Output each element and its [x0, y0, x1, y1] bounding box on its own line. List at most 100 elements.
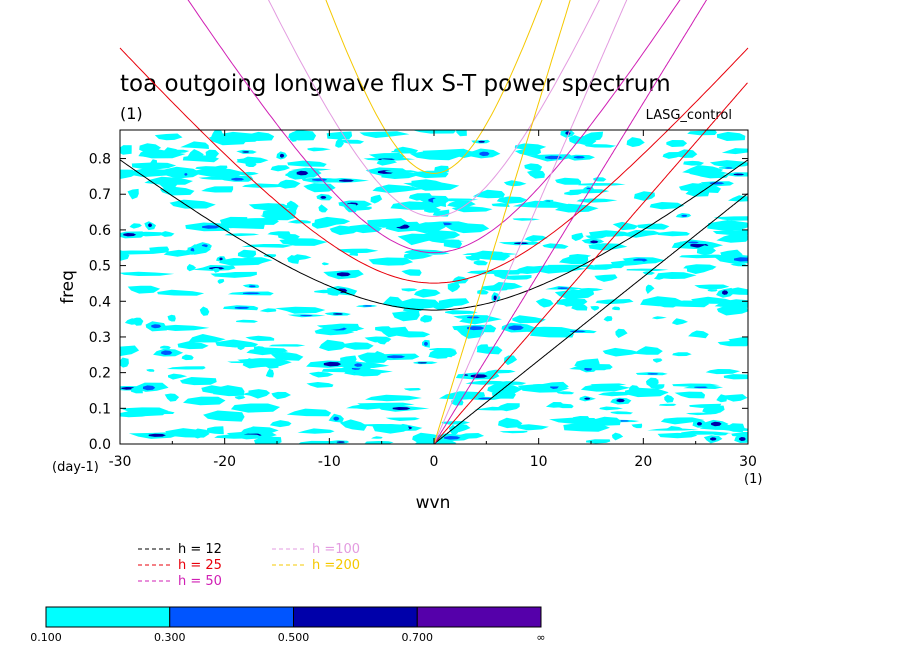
gravity-curve [267, 0, 600, 217]
contour-blob [707, 289, 718, 292]
contour-blob [612, 306, 621, 311]
y-tick-label: 0.3 [89, 330, 111, 346]
contour-blob [683, 160, 705, 166]
contour-blob [376, 159, 397, 166]
contour-blob [594, 264, 625, 269]
contour-core [336, 272, 351, 277]
kelvin-curve [434, 82, 748, 444]
x-tick-label: -20 [213, 454, 236, 470]
contour-blob [448, 424, 460, 436]
contour-blob [438, 298, 470, 307]
contour-blob [615, 328, 628, 338]
contour-blob [188, 334, 226, 343]
contour-blob [367, 218, 409, 228]
contour-blob [318, 204, 328, 213]
contour-blob [505, 269, 546, 274]
contour-blob [702, 405, 725, 415]
contour-blob [640, 296, 684, 307]
contour-blob [445, 310, 478, 315]
colorbar-segment [416, 606, 542, 628]
contour-blob [286, 200, 299, 211]
contour-blob [533, 383, 568, 387]
contour-core [161, 350, 173, 355]
contour-blob [139, 143, 162, 154]
contour-blob [392, 310, 420, 322]
contour-core [148, 223, 153, 228]
x-axis-unit: (1) [744, 472, 762, 487]
contour-blob [169, 199, 216, 209]
contour-blob [364, 441, 394, 444]
contour-blob [177, 341, 209, 350]
contour-blob [645, 284, 655, 294]
contour-blob [603, 316, 613, 322]
x-axis-ticks: -30 -20 -10 0 10 20 30 [109, 130, 757, 470]
contour-blob [180, 141, 209, 149]
contour-core [231, 177, 245, 181]
contour-core [300, 314, 313, 317]
contour-blob [680, 430, 732, 435]
colorbar-segment [45, 606, 171, 628]
contour-blob [319, 339, 347, 351]
legend-label: h = 50 [178, 574, 222, 589]
colorbar: 0.100 0.300 0.500 0.700 ∞ [30, 606, 546, 644]
contour-blob [691, 296, 734, 304]
title-unit: (1) [120, 104, 143, 123]
contour-core [184, 173, 188, 176]
contour-blob [626, 268, 669, 271]
contour-blob [237, 249, 257, 258]
contour-blob [574, 358, 600, 369]
legend-label: h = 25 [178, 558, 222, 573]
contour-blob [186, 264, 197, 272]
contour-blob [120, 345, 140, 357]
contour-blob [610, 411, 633, 415]
contour-blob [404, 388, 422, 391]
contour-blob [167, 314, 176, 322]
contour-blob [447, 282, 461, 293]
contour-blob [579, 131, 604, 142]
contour-blob [555, 177, 582, 185]
contour-blob [234, 396, 246, 400]
contour-core [392, 407, 411, 410]
contour-blob [160, 231, 175, 237]
contour-core [681, 214, 688, 217]
contour-blob [237, 358, 292, 368]
contour-blob [401, 269, 422, 276]
contour-blob [127, 168, 180, 178]
contour-blob [163, 249, 203, 257]
colorbar-segment [293, 606, 418, 628]
contour-blob [336, 248, 379, 254]
y-axis-ticks: 0.0 0.1 0.2 0.3 0.4 0.5 0.6 0.7 0.8 [89, 152, 748, 453]
contour-blob [340, 419, 368, 431]
contour-blob [496, 196, 527, 204]
contour-blob [288, 130, 317, 141]
contour-blob [503, 180, 527, 187]
contour-core [280, 153, 285, 158]
contour-core [387, 355, 406, 359]
contour-blob [602, 347, 641, 357]
contour-blob [441, 421, 471, 425]
contour-blob [666, 140, 688, 147]
contour-blob [235, 319, 259, 323]
contour-blob [633, 346, 663, 355]
contour-blob [594, 274, 618, 282]
contour-blob [201, 186, 234, 193]
contour-blob [590, 383, 627, 387]
contour-blob [340, 355, 357, 364]
contour-core [467, 326, 485, 331]
y-tick-label: 0.2 [89, 366, 111, 382]
contour-core [339, 179, 354, 182]
contour-blob [694, 284, 730, 290]
contour-blob [626, 137, 645, 147]
contour-blob [179, 377, 217, 386]
contour-blob [368, 257, 414, 266]
y-tick-label: 0.1 [89, 401, 111, 417]
contour-core [362, 305, 373, 307]
contour-blob [297, 428, 335, 434]
contour-blob [473, 260, 488, 266]
contour-blob [593, 177, 607, 182]
contour-core [734, 257, 748, 262]
contour-blob [512, 200, 569, 208]
contour-core [739, 437, 746, 441]
contour-core [478, 140, 486, 143]
contour-blob [181, 354, 194, 361]
